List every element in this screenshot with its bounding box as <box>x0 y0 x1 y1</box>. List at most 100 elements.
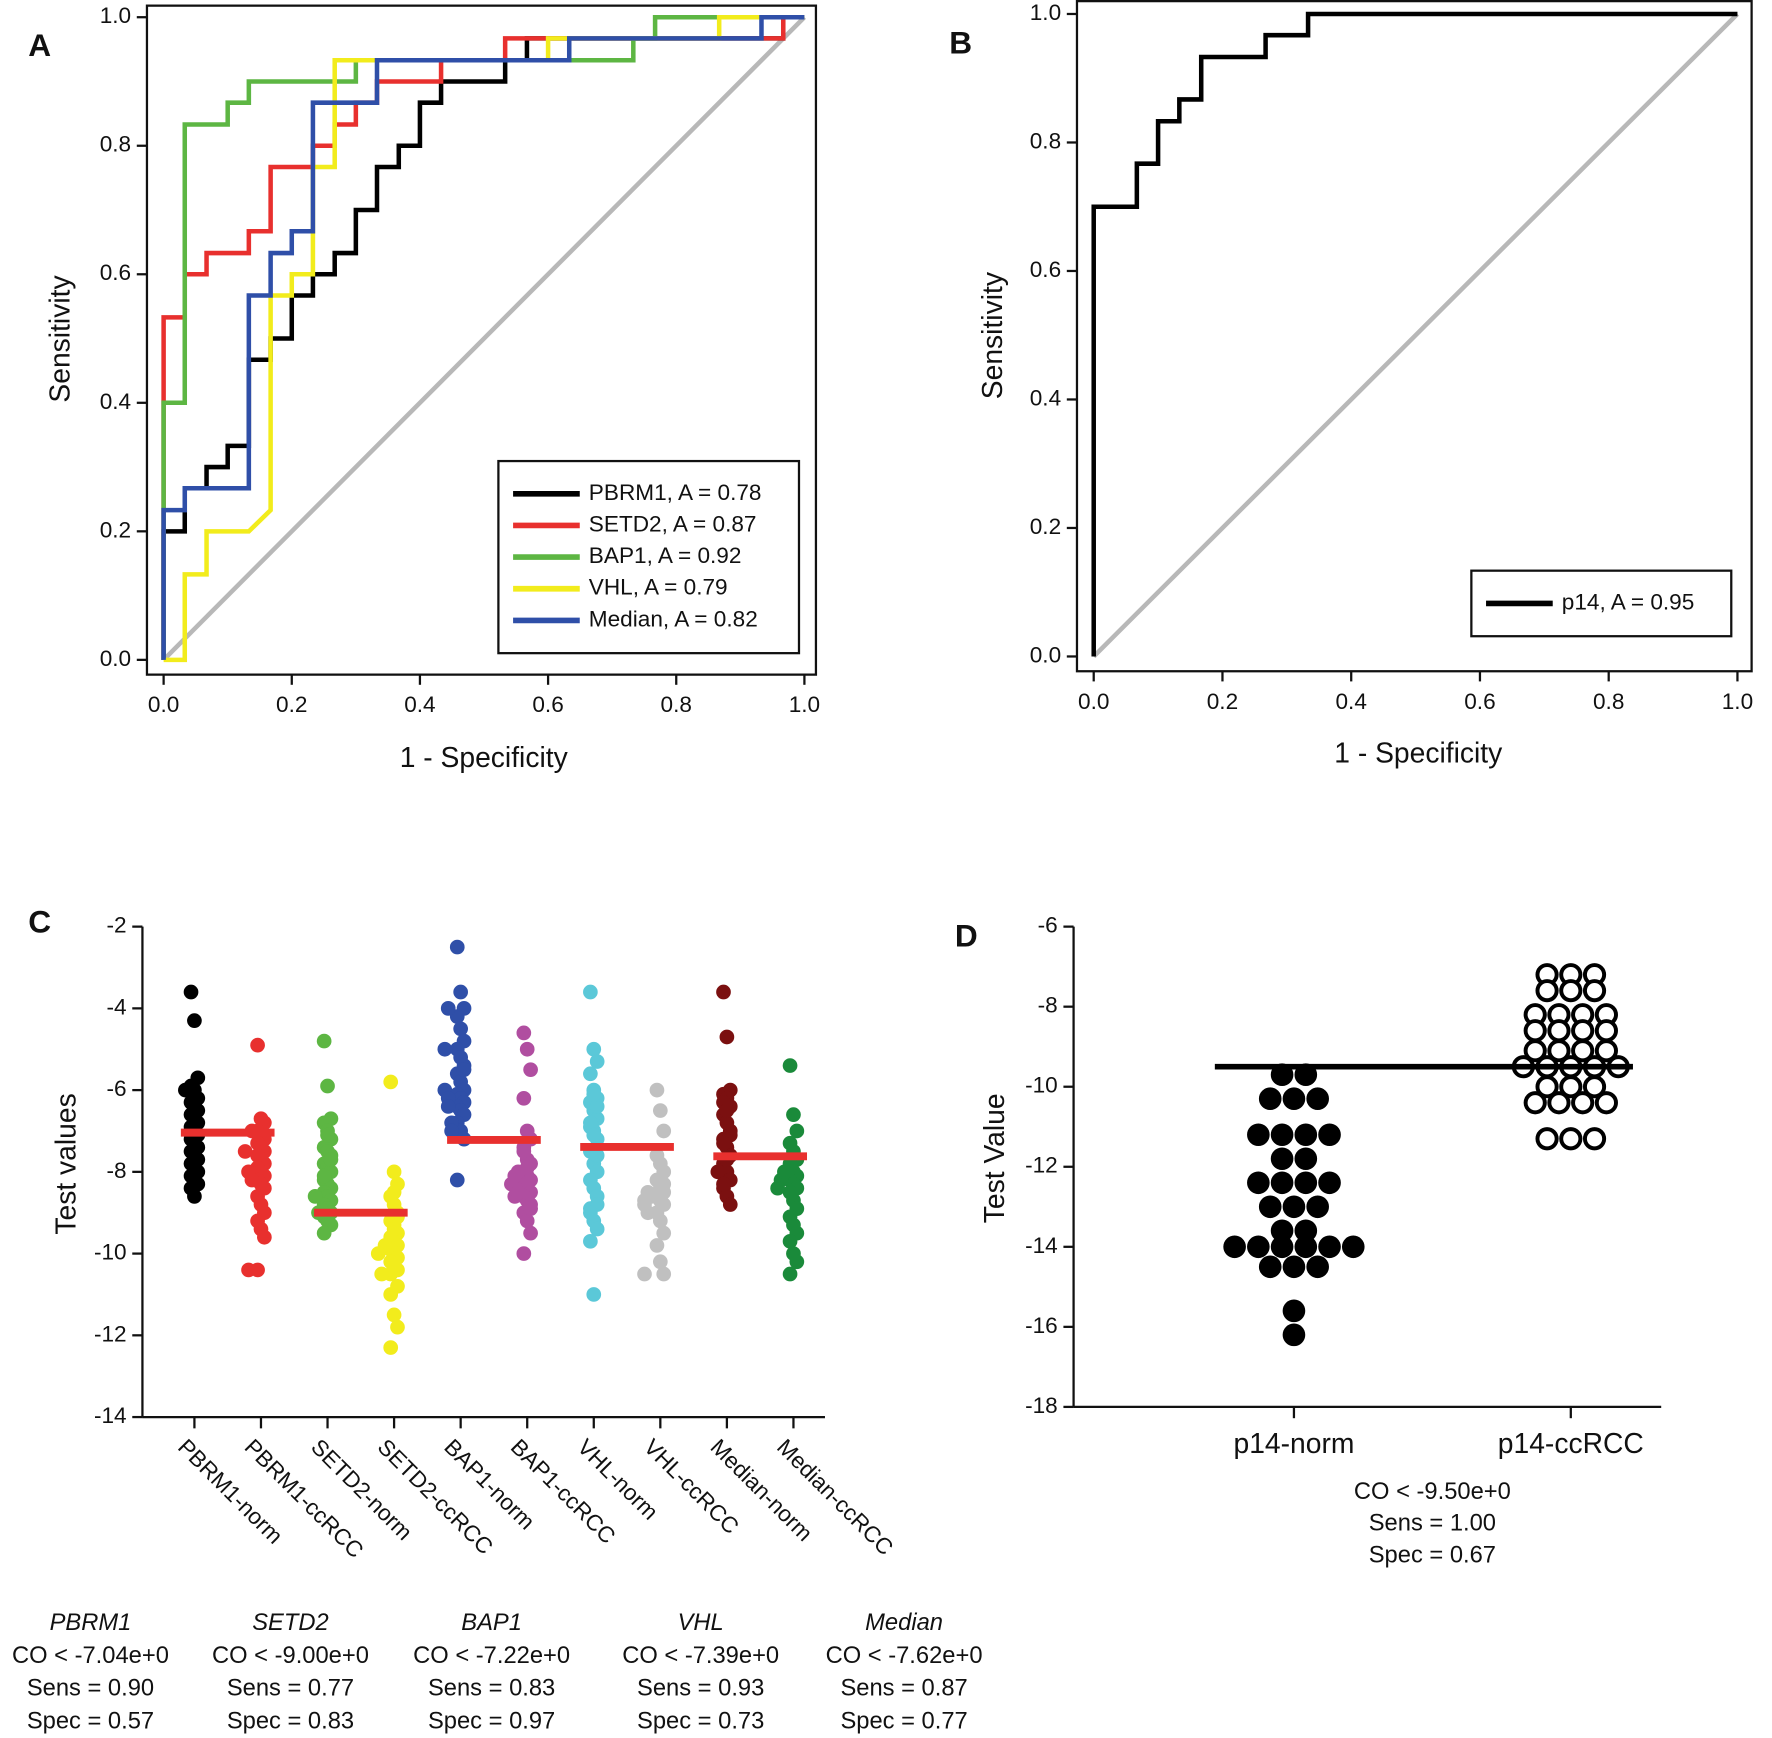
gene-name: PBRM1 <box>50 1610 132 1636</box>
sensitivity: Sens = 0.93 <box>637 1676 764 1702</box>
data-point <box>440 1099 456 1114</box>
data-point <box>782 1058 798 1073</box>
data-point <box>782 1266 798 1282</box>
x-tick-label: p14-ccRCC <box>1498 1427 1644 1459</box>
data-point <box>1270 1147 1294 1171</box>
data-point <box>444 1123 459 1139</box>
y-tick-label: -16 <box>1025 1313 1058 1338</box>
data-point <box>786 1107 801 1122</box>
data-point <box>1282 1299 1306 1323</box>
x-tick-label: 0.4 <box>404 692 435 717</box>
y-tick-label: -2 <box>107 913 127 938</box>
roc-curve <box>161 14 805 660</box>
cutoff-label: CO < -7.62e+0 <box>826 1643 983 1669</box>
data-point <box>1318 1235 1341 1259</box>
data-point <box>1559 1075 1583 1099</box>
data-point <box>383 1340 399 1355</box>
x-tick-label: 0.4 <box>1335 689 1366 714</box>
x-tick-label: 0.8 <box>1593 689 1624 714</box>
gene-name: BAP1 <box>461 1610 522 1636</box>
data-point <box>789 1254 805 1270</box>
y-tick-label: -14 <box>1025 1233 1058 1258</box>
data-point <box>316 1033 332 1049</box>
data-point <box>1559 1127 1583 1151</box>
data-point <box>257 1229 272 1245</box>
data-point <box>716 1135 731 1151</box>
data-point <box>510 1184 526 1200</box>
x-tick-label: 0.0 <box>148 692 179 717</box>
y-tick-label: 1.0 <box>100 3 131 28</box>
y-tick-label: 0.4 <box>100 389 131 414</box>
y-tick-label: 0.2 <box>100 517 131 542</box>
data-point <box>1270 1171 1294 1195</box>
data-point <box>1258 1195 1282 1219</box>
data-point <box>237 1144 253 1159</box>
data-point <box>250 1037 265 1053</box>
data-point <box>516 1246 532 1261</box>
y-axis-title: Sensitivity <box>976 271 1008 399</box>
data-point <box>1258 1087 1282 1111</box>
data-point <box>1571 1039 1595 1063</box>
data-point <box>777 1164 792 1180</box>
data-point <box>652 1103 668 1118</box>
y-tick-label: -6 <box>107 1076 127 1101</box>
x-tick-label: 0.6 <box>1464 689 1495 714</box>
data-point <box>586 1287 602 1302</box>
x-tick-label: p14-norm <box>1233 1427 1354 1459</box>
y-tick-label: 0.8 <box>1030 128 1061 153</box>
y-tick-label: 0.2 <box>1030 514 1061 539</box>
data-point <box>1594 1039 1618 1063</box>
x-tick-label: 0.2 <box>276 692 307 717</box>
cutoff-label: CO < -7.22e+0 <box>413 1643 570 1669</box>
data-point <box>440 1001 456 1016</box>
x-tick-label: 0.6 <box>532 692 563 717</box>
data-point <box>390 1319 405 1335</box>
data-point <box>652 1213 668 1229</box>
x-tick-label: 0.0 <box>1078 689 1109 714</box>
roc-curve <box>161 14 805 660</box>
data-point <box>187 1013 202 1028</box>
x-tick-label: 1.0 <box>789 692 820 717</box>
plot-frame <box>1075 0 1753 673</box>
y-axis-title: Test Value <box>978 1093 1010 1223</box>
cutoff-label: CO < -9.00e+0 <box>212 1643 369 1669</box>
data-point <box>1547 1039 1571 1063</box>
data-point <box>716 1176 731 1192</box>
data-point <box>1594 1019 1618 1043</box>
data-point <box>453 984 468 1000</box>
data-point <box>1282 1195 1306 1219</box>
y-tick-label: -6 <box>1038 913 1058 938</box>
legend-label: PBRM1, A = 0.78 <box>589 480 762 505</box>
data-point <box>770 1180 785 1196</box>
legend-label: SETD2, A = 0.87 <box>589 511 757 536</box>
data-point <box>183 984 199 1000</box>
data-point <box>583 1066 598 1082</box>
data-point <box>453 1021 468 1037</box>
y-tick-label: 0.4 <box>1030 385 1061 410</box>
data-point <box>383 1074 399 1090</box>
data-point <box>586 1041 602 1057</box>
data-point <box>640 1205 656 1221</box>
data-point <box>586 1086 602 1102</box>
data-point <box>782 1233 798 1249</box>
panel-label: D <box>955 917 978 953</box>
data-point <box>1294 1171 1318 1195</box>
data-point <box>1270 1235 1294 1259</box>
data-point <box>1547 1019 1571 1043</box>
y-axis-title: Sensitivity <box>44 275 76 403</box>
data-point <box>437 1041 453 1057</box>
x-tick-label: 0.2 <box>1207 689 1238 714</box>
y-tick-label: -10 <box>94 1240 127 1265</box>
data-point <box>1523 1091 1547 1115</box>
sensitivity: Sens = 0.90 <box>27 1676 154 1702</box>
data-point <box>1523 1039 1547 1063</box>
y-tick-label: -8 <box>107 1158 127 1183</box>
data-point <box>320 1127 335 1143</box>
data-point <box>583 1205 598 1221</box>
data-point <box>589 1099 605 1114</box>
x-tick-label: Median-ccRCC <box>772 1434 898 1560</box>
data-point <box>1571 1091 1595 1115</box>
data-point <box>386 1164 402 1180</box>
data-point <box>383 1287 399 1302</box>
y-tick-label: 0.0 <box>100 646 131 671</box>
